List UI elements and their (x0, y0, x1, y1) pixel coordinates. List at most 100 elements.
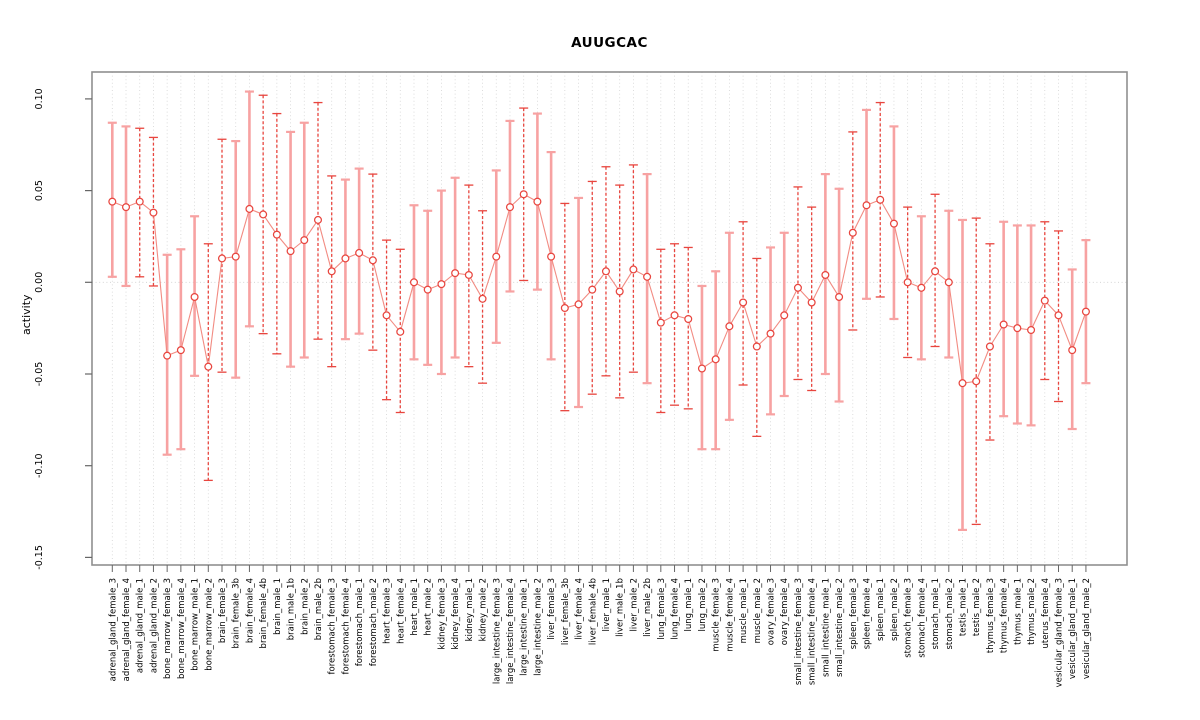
connector-line (728, 302, 744, 327)
x-tick-label: muscle_female_4 (725, 578, 735, 652)
x-tick-label: brain_male_2b (314, 578, 324, 640)
x-tick-label: large_intestine_male_2 (533, 578, 543, 676)
y-tick-label: 0.05 (34, 180, 45, 201)
x-tick-label: heart_female_4 (396, 578, 406, 644)
data-point (259, 210, 268, 219)
x-tick-label: adrenal_gland_male_1 (136, 578, 146, 673)
x-tick-label: lung_male_1 (684, 578, 694, 632)
data-point (217, 254, 227, 263)
connector-line (152, 212, 168, 356)
data-point (821, 270, 830, 279)
data-point (1068, 346, 1077, 355)
x-tick-label: forestomach_female_3 (328, 578, 338, 674)
data-point (272, 230, 281, 239)
data-point (958, 379, 967, 388)
data-point (780, 311, 789, 320)
x-tick-label: liver_male_2b (643, 578, 653, 637)
data-point (313, 215, 323, 224)
data-point (903, 278, 912, 287)
connector-line (948, 282, 964, 384)
y-tick-label: -0.05 (34, 362, 45, 387)
connector-line (975, 346, 991, 382)
data-point (985, 342, 994, 351)
x-tick-label: brain_female_4b (259, 578, 269, 648)
x-tick-label: bone_marrow_male_2 (204, 578, 214, 671)
x-tick-label: uterus_female_4 (1041, 578, 1051, 648)
data-point (245, 204, 254, 213)
connector-line (715, 326, 730, 360)
data-point (560, 303, 569, 313)
x-tick-label: small_intestine_female_3 (794, 578, 804, 685)
data-point (684, 314, 693, 324)
data-point (615, 287, 624, 296)
data-point (944, 278, 953, 287)
connector-line (495, 206, 511, 257)
data-point (972, 377, 981, 386)
chart-title: AUUGCAC (571, 35, 648, 51)
y-axis-label: activity (20, 294, 33, 335)
x-tick-label: stomach_female_4 (917, 578, 927, 658)
connector-line (180, 296, 196, 351)
data-point (368, 256, 377, 265)
connector-line (235, 208, 250, 257)
data-point (574, 300, 583, 309)
connector-line (262, 214, 278, 235)
data-point (835, 292, 844, 301)
data-point (1040, 296, 1049, 305)
connector-line (317, 219, 333, 272)
data-point (807, 298, 816, 307)
data-point (766, 329, 775, 338)
data-point (135, 197, 144, 206)
connector-line (646, 276, 662, 323)
x-tick-label: small_intestine_female_4 (808, 578, 818, 685)
connector-line (893, 223, 909, 283)
x-tick-label: ovary_female_3 (767, 578, 777, 645)
x-tick-label: spleen_male_2 (890, 578, 900, 641)
y-tick-label: 0.10 (34, 88, 45, 109)
x-tick-label: muscle_male_1 (739, 578, 749, 643)
x-tick-label: vesicular_gland_male_2 (1082, 578, 1092, 679)
x-tick-label: brain_female_3b (232, 578, 242, 648)
data-point (190, 292, 199, 301)
connector-line (399, 282, 415, 332)
x-tick-label: heart_male_1 (410, 578, 420, 636)
x-tick-label: liver_female_3b (561, 578, 571, 645)
x-tick-label: kidney_male_1 (465, 578, 475, 641)
x-tick-label: large_intestine_female_3 (492, 578, 502, 684)
x-tick-label: large_intestine_female_4 (506, 578, 516, 684)
x-tick-label: large_intestine_male_1 (520, 578, 530, 676)
data-point (300, 236, 309, 245)
x-tick-label: forestomach_female_4 (341, 578, 351, 674)
y-tick-label: -0.15 (34, 545, 45, 570)
connector-line (619, 269, 634, 292)
data-point (451, 269, 460, 278)
data-point (601, 267, 610, 276)
data-point (396, 327, 405, 336)
x-tick-label: adrenal_gland_female_4 (122, 578, 132, 681)
x-tick-label: liver_female_4b (588, 578, 598, 645)
connector-line (811, 274, 826, 303)
x-tick-label: kidney_male_2 (479, 578, 489, 641)
data-point (163, 351, 172, 360)
connector-line (687, 318, 703, 369)
data-point (286, 247, 295, 256)
plot-border (91, 71, 1128, 566)
data-point (423, 285, 432, 294)
x-tick-label: heart_female_3 (383, 578, 393, 644)
x-tick-label: muscle_male_2 (753, 578, 763, 643)
connector-line (605, 270, 621, 292)
x-tick-label: brain_male_2 (300, 578, 310, 635)
data-point (876, 195, 885, 204)
data-point (204, 362, 213, 371)
data-point (629, 265, 638, 274)
x-tick-label: heart_male_2 (424, 578, 434, 636)
x-tick-label: liver_male_1 (602, 578, 612, 631)
data-point (355, 248, 364, 257)
data-point (437, 280, 446, 289)
connector-line (1057, 315, 1073, 351)
data-point (409, 278, 419, 287)
data-point (670, 311, 679, 320)
x-tick-label: forestomach_male_1 (355, 578, 365, 666)
connector-line (536, 201, 552, 257)
